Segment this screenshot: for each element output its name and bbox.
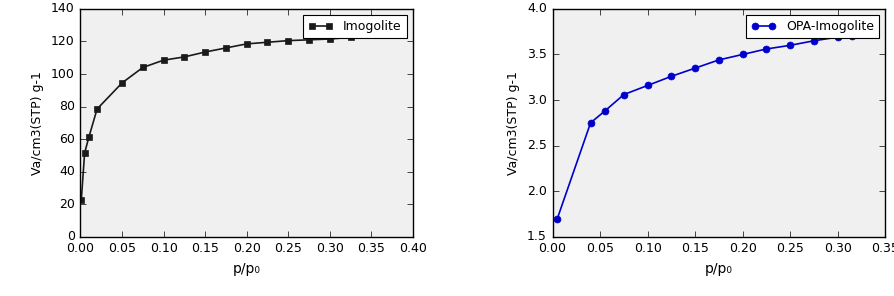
Imogolite bbox=[199, 50, 210, 54]
Imogolite bbox=[283, 39, 293, 42]
Imogolite bbox=[262, 41, 273, 44]
OPA-Imogolite bbox=[619, 93, 629, 96]
Imogolite bbox=[83, 136, 94, 139]
OPA-Imogolite bbox=[713, 58, 724, 62]
OPA-Imogolite bbox=[642, 84, 653, 87]
Imogolite bbox=[92, 107, 103, 111]
OPA-Imogolite bbox=[738, 53, 748, 56]
OPA-Imogolite bbox=[666, 75, 677, 78]
OPA-Imogolite bbox=[785, 44, 796, 47]
Imogolite bbox=[158, 58, 169, 62]
Imogolite bbox=[366, 33, 376, 37]
Imogolite bbox=[138, 66, 148, 69]
Line: Imogolite: Imogolite bbox=[79, 32, 375, 203]
OPA-Imogolite bbox=[600, 109, 611, 113]
Imogolite bbox=[116, 81, 127, 85]
Imogolite bbox=[241, 42, 252, 46]
Imogolite bbox=[221, 46, 232, 50]
OPA-Imogolite bbox=[586, 121, 596, 125]
Imogolite bbox=[76, 198, 87, 202]
OPA-Imogolite bbox=[689, 66, 700, 70]
Line: OPA-Imogolite: OPA-Imogolite bbox=[554, 33, 856, 222]
OPA-Imogolite bbox=[832, 35, 843, 39]
Y-axis label: Va/cm3(STP) g-1: Va/cm3(STP) g-1 bbox=[507, 71, 520, 175]
OPA-Imogolite bbox=[808, 39, 819, 43]
Y-axis label: Va/cm3(STP) g-1: Va/cm3(STP) g-1 bbox=[31, 71, 44, 175]
Legend: OPA-Imogolite: OPA-Imogolite bbox=[746, 15, 879, 38]
Legend: Imogolite: Imogolite bbox=[303, 15, 407, 38]
OPA-Imogolite bbox=[761, 47, 772, 51]
Imogolite bbox=[304, 38, 315, 41]
Imogolite bbox=[325, 37, 335, 41]
Imogolite bbox=[179, 55, 190, 59]
OPA-Imogolite bbox=[552, 217, 562, 220]
X-axis label: p/p₀: p/p₀ bbox=[232, 262, 261, 276]
Imogolite bbox=[345, 36, 356, 39]
OPA-Imogolite bbox=[847, 34, 857, 38]
X-axis label: p/p₀: p/p₀ bbox=[704, 262, 733, 276]
Imogolite bbox=[80, 151, 90, 155]
